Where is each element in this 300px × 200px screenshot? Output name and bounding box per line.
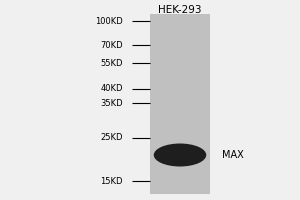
Text: 40KD: 40KD xyxy=(100,84,123,93)
Bar xyxy=(150,14,210,194)
Text: 25KD: 25KD xyxy=(100,134,123,142)
Text: 55KD: 55KD xyxy=(100,58,123,68)
Ellipse shape xyxy=(154,144,206,166)
Text: 70KD: 70KD xyxy=(100,40,123,49)
Text: 35KD: 35KD xyxy=(100,98,123,108)
Text: HEK-293: HEK-293 xyxy=(158,5,202,15)
Text: 15KD: 15KD xyxy=(100,176,123,186)
Text: 100KD: 100KD xyxy=(95,17,123,25)
Text: MAX: MAX xyxy=(222,150,244,160)
